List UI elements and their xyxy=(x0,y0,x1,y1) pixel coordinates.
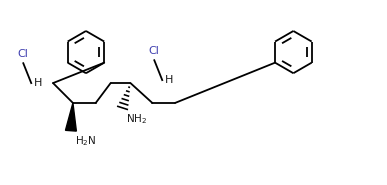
Text: H: H xyxy=(34,78,42,88)
Polygon shape xyxy=(65,103,76,131)
Text: NH$_2$: NH$_2$ xyxy=(125,112,147,126)
Text: H$_2$N: H$_2$N xyxy=(75,135,96,149)
Text: Cl: Cl xyxy=(18,49,29,59)
Text: H: H xyxy=(165,75,173,85)
Text: Cl: Cl xyxy=(149,46,160,56)
